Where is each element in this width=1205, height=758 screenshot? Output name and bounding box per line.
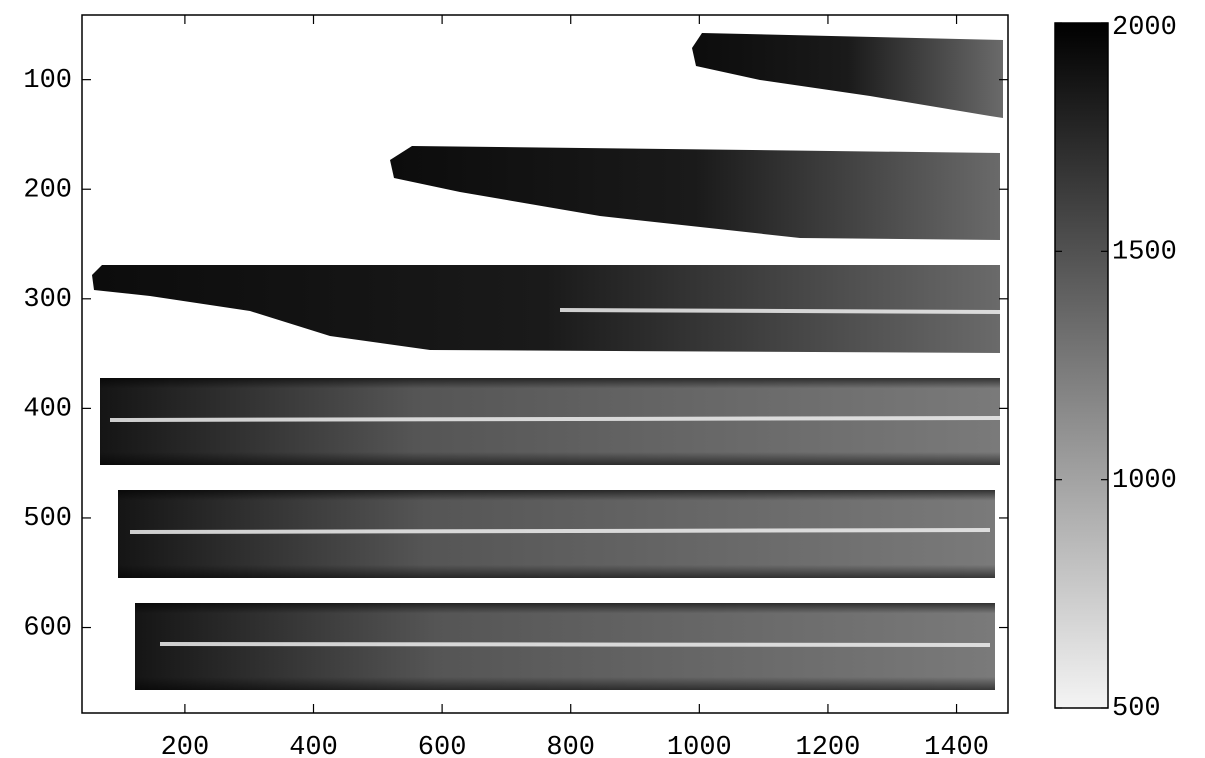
x-tick-label: 1000 [667, 733, 732, 758]
edge-shade [118, 490, 995, 578]
x-tick-label: 400 [289, 733, 338, 758]
y-tick-label: 100 [23, 66, 72, 96]
colorbar-tick-label: 1500 [1112, 237, 1177, 267]
y-tick-label: 500 [23, 504, 72, 534]
crack [109, 308, 1001, 647]
colorbar-tick-label: 2000 [1112, 13, 1177, 43]
x-tick-label: 200 [161, 733, 210, 758]
x-tick-label: 1400 [924, 733, 989, 758]
specimen [390, 146, 1000, 240]
colorbar-tick-label: 1000 [1112, 466, 1177, 496]
specimen [692, 33, 1003, 118]
specimen [92, 265, 1000, 353]
y-tick-label: 400 [23, 395, 72, 425]
y-tick-label: 600 [23, 614, 72, 644]
colorbar [1054, 22, 1109, 709]
y-tick-label: 300 [23, 285, 72, 315]
x-tick-label: 800 [546, 733, 595, 758]
x-tick-label: 1200 [796, 733, 861, 758]
y-tick-label: 200 [23, 175, 72, 205]
axes-box [81, 14, 1009, 714]
image [92, 33, 1003, 690]
colorbar-tick-label: 500 [1112, 694, 1161, 724]
x-tick-label: 600 [418, 733, 467, 758]
